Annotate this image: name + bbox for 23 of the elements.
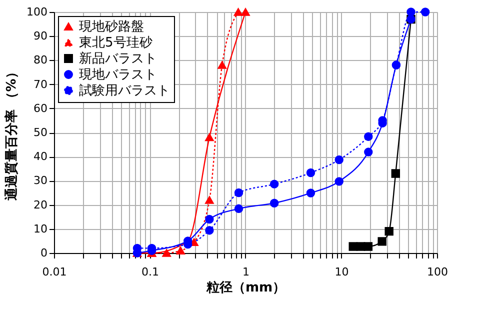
legend-label: 試験用バラスト bbox=[79, 84, 170, 98]
legend-label: 新品バラスト bbox=[79, 52, 157, 66]
y-axis-title: 通過質量百分率 （%） bbox=[4, 66, 20, 202]
x-tick-label: 1 bbox=[242, 266, 250, 278]
y-tick-label: 100 bbox=[26, 6, 48, 18]
x-tick-label: 0.01 bbox=[42, 266, 67, 278]
y-tick-label: 80 bbox=[34, 54, 48, 67]
x-tick-label: 0.1 bbox=[142, 266, 159, 278]
y-tick-label: 70 bbox=[34, 78, 48, 91]
legend-label: 現地砂路盤 bbox=[79, 20, 144, 34]
y-tick-label: 30 bbox=[34, 174, 48, 188]
y-tick-label: 40 bbox=[34, 150, 48, 164]
legend-label: 東北5号珪砂 bbox=[79, 36, 152, 50]
x-axis-title: 粒径（mm） bbox=[205, 280, 286, 296]
x-tick-label: 100 bbox=[427, 266, 448, 278]
y-tick-label: 10 bbox=[34, 222, 48, 236]
y-tick-label: 90 bbox=[34, 30, 48, 43]
y-tick-label: 0 bbox=[40, 246, 48, 260]
y-tick-label: 50 bbox=[34, 126, 48, 139]
x-tick-label: 10 bbox=[334, 266, 349, 278]
legend-label: 現地バラスト bbox=[79, 68, 157, 82]
y-tick-label: 60 bbox=[34, 102, 48, 115]
y-tick-label: 20 bbox=[34, 198, 48, 212]
